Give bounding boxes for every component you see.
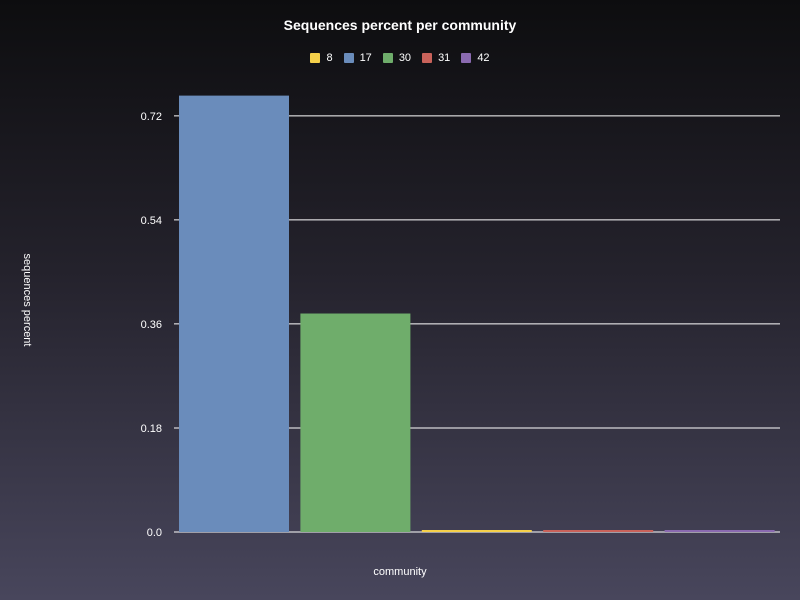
legend-item: 30	[382, 52, 412, 64]
legend: 8 17 30 31 42	[0, 52, 800, 64]
legend-label: 17	[359, 52, 372, 64]
bar-community-42	[664, 530, 775, 532]
bar-community-8	[421, 530, 532, 532]
legend-swatch	[422, 53, 433, 63]
y-axis-label: sequences percent	[21, 254, 33, 347]
legend-label: 31	[438, 52, 451, 64]
bars	[179, 95, 775, 533]
y-tick-label: 0.72	[141, 111, 162, 123]
chart-title: Sequences percent per community	[283, 17, 517, 33]
legend-swatch	[310, 53, 321, 63]
legend-swatch	[343, 53, 354, 63]
legend-label: 30	[398, 52, 412, 64]
y-tick-label: 0.54	[141, 215, 162, 227]
legend-item: 17	[343, 52, 372, 64]
legend-item: 42	[461, 52, 490, 64]
y-tick-label: 0.0	[147, 527, 162, 539]
legend-item: 31	[422, 52, 450, 64]
legend-label: 8	[326, 52, 333, 64]
bar-community-31	[543, 530, 654, 532]
bar-community-17	[179, 95, 289, 533]
x-axis-label: community	[373, 566, 427, 578]
legend-item: 8	[310, 52, 333, 64]
y-tick-label: 0.36	[141, 319, 162, 331]
y-tick-labels: 0.0 0.18 0.36 0.54 0.72	[141, 111, 162, 539]
bar-community-30	[300, 313, 411, 532]
legend-swatch	[461, 53, 472, 63]
legend-swatch	[382, 53, 393, 63]
y-tick-label: 0.18	[141, 423, 162, 435]
legend-label: 42	[477, 52, 490, 64]
